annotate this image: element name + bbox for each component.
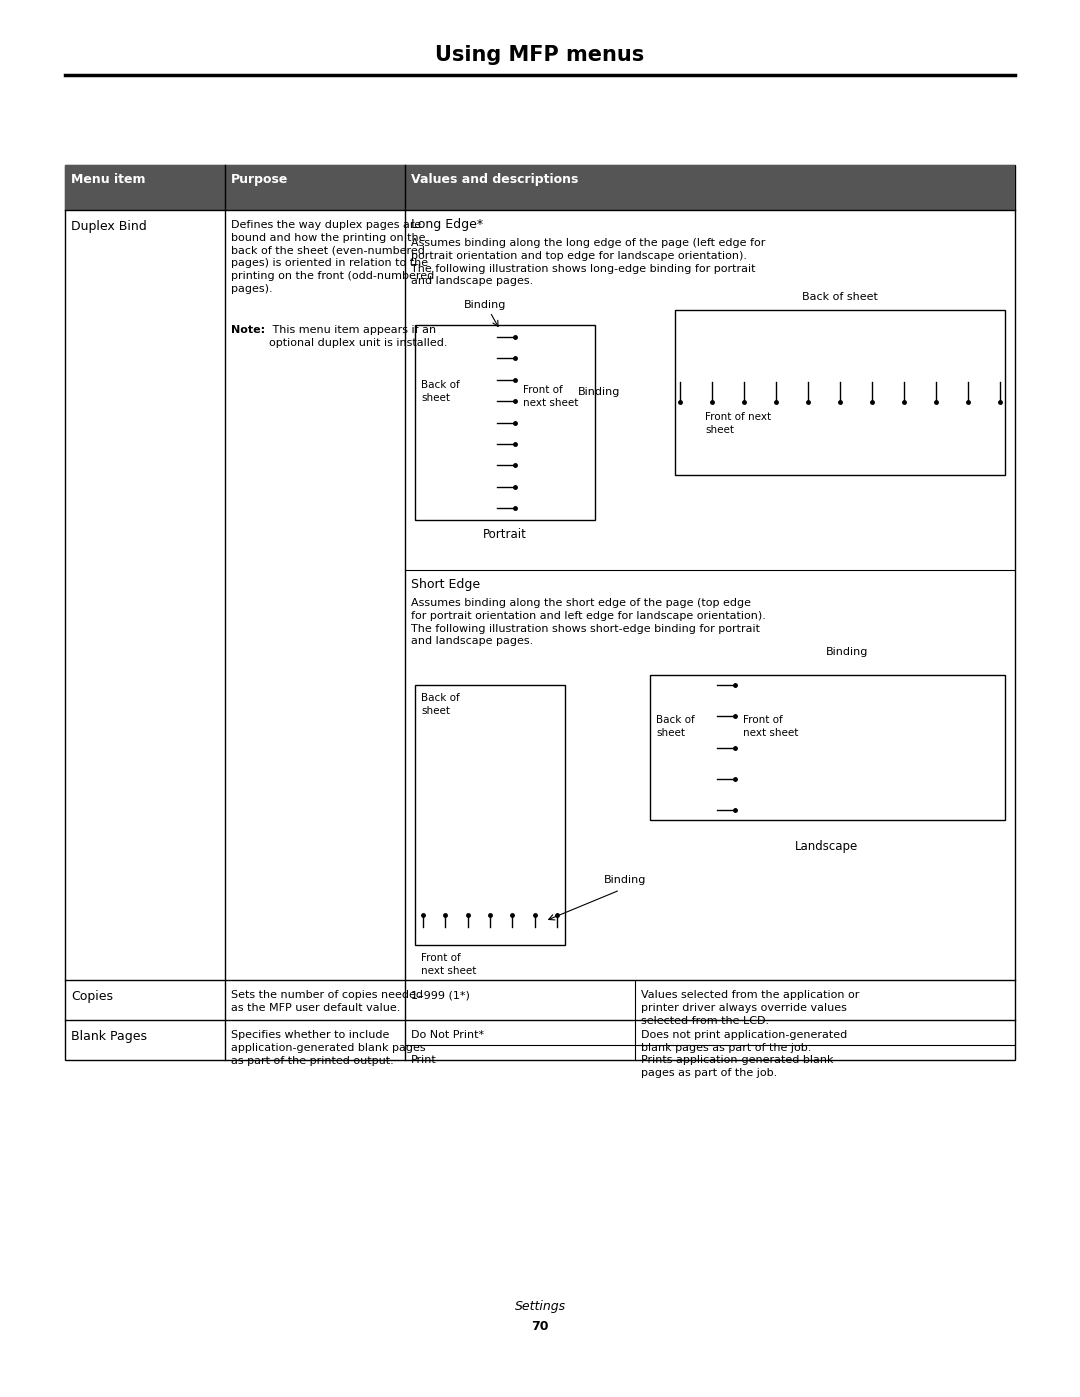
- Text: 70: 70: [531, 1320, 549, 1333]
- Text: Purpose: Purpose: [231, 173, 288, 186]
- Bar: [650, 675, 1005, 820]
- Text: Assumes binding along the long edge of the page (left edge for
portrait orientat: Assumes binding along the long edge of t…: [411, 237, 766, 286]
- Text: Blank Pages: Blank Pages: [71, 1030, 147, 1044]
- Text: Copies: Copies: [71, 990, 113, 1003]
- Text: This menu item appears if an
optional duplex unit is installed.: This menu item appears if an optional du…: [269, 326, 447, 348]
- Text: Back of sheet: Back of sheet: [802, 292, 878, 302]
- Text: 1–999 (1*): 1–999 (1*): [411, 990, 470, 1000]
- Bar: [675, 310, 1005, 475]
- Text: Note:: Note:: [231, 326, 265, 335]
- Text: Binding: Binding: [463, 300, 507, 310]
- Text: Back of
sheet: Back of sheet: [656, 715, 694, 738]
- Text: Specifies whether to include
application-generated blank pages
as part of the pr: Specifies whether to include application…: [231, 1030, 426, 1066]
- Text: Sets the number of copies needed
as the MFP user default value.: Sets the number of copies needed as the …: [231, 990, 423, 1013]
- Text: Does not print application-generated
blank pages as part of the job.: Does not print application-generated bla…: [642, 1030, 847, 1053]
- Text: Settings: Settings: [514, 1301, 566, 1313]
- Text: Prints application-generated blank
pages as part of the job.: Prints application-generated blank pages…: [642, 1055, 834, 1078]
- Text: Binding: Binding: [578, 387, 620, 397]
- Text: Values and descriptions: Values and descriptions: [411, 173, 579, 186]
- Text: Long Edge*: Long Edge*: [411, 218, 483, 231]
- Bar: [415, 685, 565, 944]
- Text: Binding: Binding: [826, 647, 868, 657]
- Text: Using MFP menus: Using MFP menus: [435, 45, 645, 66]
- Text: Front of next
sheet: Front of next sheet: [705, 412, 771, 434]
- Bar: [65, 165, 1015, 1060]
- Text: Front of
next sheet: Front of next sheet: [523, 386, 579, 408]
- Text: Menu item: Menu item: [71, 173, 146, 186]
- Text: Back of
sheet: Back of sheet: [421, 693, 460, 715]
- Text: Print: Print: [411, 1055, 436, 1065]
- Bar: [415, 326, 595, 520]
- Text: Defines the way duplex pages are
bound and how the printing on the
back of the s: Defines the way duplex pages are bound a…: [231, 219, 434, 293]
- Text: Landscape: Landscape: [795, 840, 859, 854]
- Text: Front of
next sheet: Front of next sheet: [743, 715, 798, 738]
- Bar: [65, 165, 1015, 210]
- Text: Back of
sheet: Back of sheet: [421, 380, 460, 402]
- Text: Assumes binding along the short edge of the page (top edge
for portrait orientat: Assumes binding along the short edge of …: [411, 598, 766, 647]
- Text: Values selected from the application or
printer driver always override values
se: Values selected from the application or …: [642, 990, 860, 1025]
- Text: Duplex Bind: Duplex Bind: [71, 219, 147, 233]
- Text: Do Not Print*: Do Not Print*: [411, 1030, 484, 1039]
- Text: Front of
next sheet: Front of next sheet: [421, 953, 476, 975]
- Text: Portrait: Portrait: [483, 528, 527, 541]
- Text: Short Edge: Short Edge: [411, 578, 481, 591]
- Text: Binding: Binding: [604, 875, 646, 886]
